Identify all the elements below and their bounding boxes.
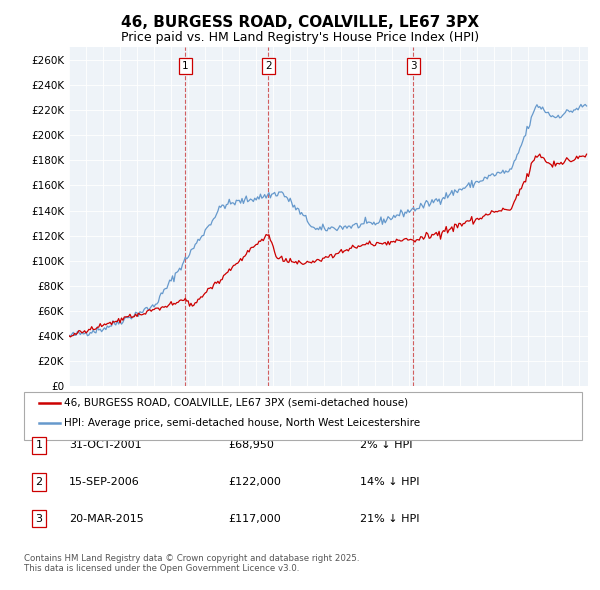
Text: 15-SEP-2006: 15-SEP-2006 bbox=[69, 477, 140, 487]
Text: 1: 1 bbox=[35, 441, 43, 450]
Text: 3: 3 bbox=[410, 61, 416, 71]
Text: Contains HM Land Registry data © Crown copyright and database right 2025.
This d: Contains HM Land Registry data © Crown c… bbox=[24, 554, 359, 573]
Text: 2: 2 bbox=[35, 477, 43, 487]
Text: 3: 3 bbox=[35, 514, 43, 523]
Text: 2: 2 bbox=[265, 61, 272, 71]
Text: 14% ↓ HPI: 14% ↓ HPI bbox=[360, 477, 419, 487]
Text: £122,000: £122,000 bbox=[228, 477, 281, 487]
Text: HPI: Average price, semi-detached house, North West Leicestershire: HPI: Average price, semi-detached house,… bbox=[64, 418, 421, 428]
Text: 21% ↓ HPI: 21% ↓ HPI bbox=[360, 514, 419, 523]
Text: Price paid vs. HM Land Registry's House Price Index (HPI): Price paid vs. HM Land Registry's House … bbox=[121, 31, 479, 44]
Text: 20-MAR-2015: 20-MAR-2015 bbox=[69, 514, 144, 523]
Text: 1: 1 bbox=[182, 61, 188, 71]
Text: 2% ↓ HPI: 2% ↓ HPI bbox=[360, 441, 413, 450]
Text: 46, BURGESS ROAD, COALVILLE, LE67 3PX: 46, BURGESS ROAD, COALVILLE, LE67 3PX bbox=[121, 15, 479, 30]
Text: 31-OCT-2001: 31-OCT-2001 bbox=[69, 441, 142, 450]
Text: £117,000: £117,000 bbox=[228, 514, 281, 523]
Text: £68,950: £68,950 bbox=[228, 441, 274, 450]
Text: 46, BURGESS ROAD, COALVILLE, LE67 3PX (semi-detached house): 46, BURGESS ROAD, COALVILLE, LE67 3PX (s… bbox=[64, 398, 409, 408]
